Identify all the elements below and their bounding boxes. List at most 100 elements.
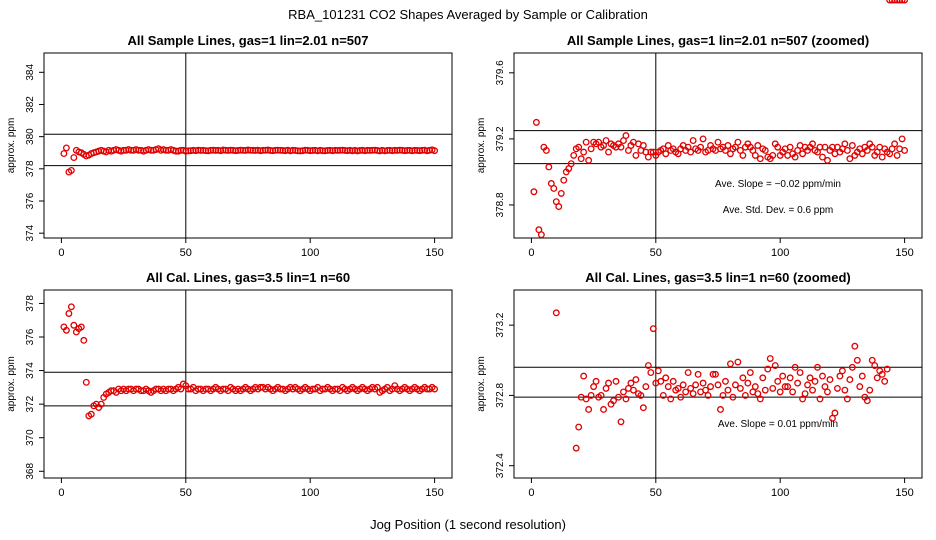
data-point [896, 0, 904, 4]
data-point [639, 404, 647, 412]
data-point [622, 132, 630, 140]
data-point [754, 390, 762, 398]
data-point [530, 188, 538, 196]
data-point [659, 391, 667, 399]
chart-title: All Cal. Lines, gas=3.5 lin=1 n=60 [146, 270, 350, 285]
data-point [828, 414, 836, 422]
y-tick-label: 378.8 [495, 192, 506, 217]
x-tick-label: 150 [895, 487, 913, 499]
data-point [699, 379, 707, 387]
data-point [719, 391, 727, 399]
data-point [62, 144, 70, 152]
data-point [796, 369, 804, 377]
data-point [572, 444, 580, 452]
data-point [617, 143, 625, 151]
data-point [587, 145, 595, 153]
data-point [570, 151, 578, 159]
data-point [799, 395, 807, 403]
data-point [722, 377, 729, 385]
data-point [597, 391, 605, 399]
x-tick-label: 100 [301, 487, 319, 499]
data-point [751, 151, 759, 159]
data-point [804, 381, 812, 389]
chart-title: All Sample Lines, gas=1 lin=2.01 n=507 (… [567, 33, 869, 48]
data-point [431, 147, 439, 155]
data-point [689, 137, 697, 144]
data-point [821, 383, 829, 391]
data-point [776, 388, 784, 396]
data-point [846, 376, 854, 384]
data-point [734, 358, 742, 366]
data-point [764, 365, 772, 373]
y-tick-label: 376 [25, 328, 36, 345]
x-tick-label: 100 [301, 247, 319, 259]
data-point [575, 423, 583, 431]
data-point [550, 184, 558, 192]
data-point [744, 379, 752, 387]
data-point [789, 388, 797, 396]
data-point [657, 377, 665, 385]
data-point [644, 362, 652, 370]
data-point [759, 374, 767, 382]
data-point [709, 370, 717, 378]
data-point [806, 374, 814, 382]
data-point [617, 418, 625, 426]
data-point [555, 203, 563, 211]
data-point [781, 383, 789, 391]
data-point [647, 369, 655, 377]
data-point [794, 379, 802, 387]
data-point [580, 148, 588, 156]
plot-frame [513, 289, 923, 479]
y-axis-label: approx. ppm [6, 118, 17, 174]
data-point [649, 325, 657, 333]
data-point [669, 377, 677, 385]
data-point [667, 395, 675, 403]
data-point [846, 155, 854, 163]
data-point [791, 363, 799, 371]
data-point [687, 148, 695, 156]
x-tick-label: 50 [180, 487, 192, 499]
data-point [699, 135, 707, 143]
data-point [766, 355, 774, 362]
data-point [585, 406, 593, 413]
x-tick-label: 150 [895, 247, 913, 259]
data-point [886, 0, 894, 4]
data-point [746, 369, 754, 377]
y-tick-label: 378 [25, 295, 36, 312]
data-point [756, 155, 764, 163]
data-point [592, 377, 600, 385]
data-point [707, 383, 714, 391]
data-point [97, 400, 105, 408]
data-point [67, 303, 75, 311]
data-point [871, 362, 879, 370]
x-tick-label: 150 [425, 247, 443, 259]
y-tick-label: 368 [25, 463, 36, 480]
data-point [545, 163, 553, 171]
y-tick-label: 370 [25, 429, 36, 446]
figure-xlabel: Jog Position (1 second resolution) [370, 517, 566, 532]
data-point [891, 0, 899, 4]
data-point [622, 395, 630, 403]
data-point [898, 0, 906, 4]
data-point [881, 377, 889, 385]
chart-panel: All Cal. Lines, gas=3.5 lin=1 n=60 (zoom… [476, 0, 923, 499]
data-point [537, 231, 545, 239]
data-point [824, 388, 831, 396]
data-point [891, 140, 899, 148]
data-point [774, 377, 782, 385]
data-point [856, 383, 864, 391]
data-point [824, 156, 831, 164]
x-tick-label: 100 [771, 487, 789, 499]
data-point [717, 406, 724, 413]
data-point [756, 395, 764, 403]
data-point [602, 384, 610, 392]
plot-frame [513, 52, 923, 239]
chart-panel: All Sample Lines, gas=1 lin=2.01 n=507 (… [476, 33, 923, 259]
data-point [692, 381, 700, 389]
x-tick-label: 0 [58, 487, 64, 499]
data-point [582, 395, 590, 403]
x-tick-label: 50 [650, 247, 662, 259]
chart-title: All Cal. Lines, gas=3.5 lin=1 n=60 (zoom… [585, 270, 851, 285]
x-tick-label: 0 [58, 247, 64, 259]
